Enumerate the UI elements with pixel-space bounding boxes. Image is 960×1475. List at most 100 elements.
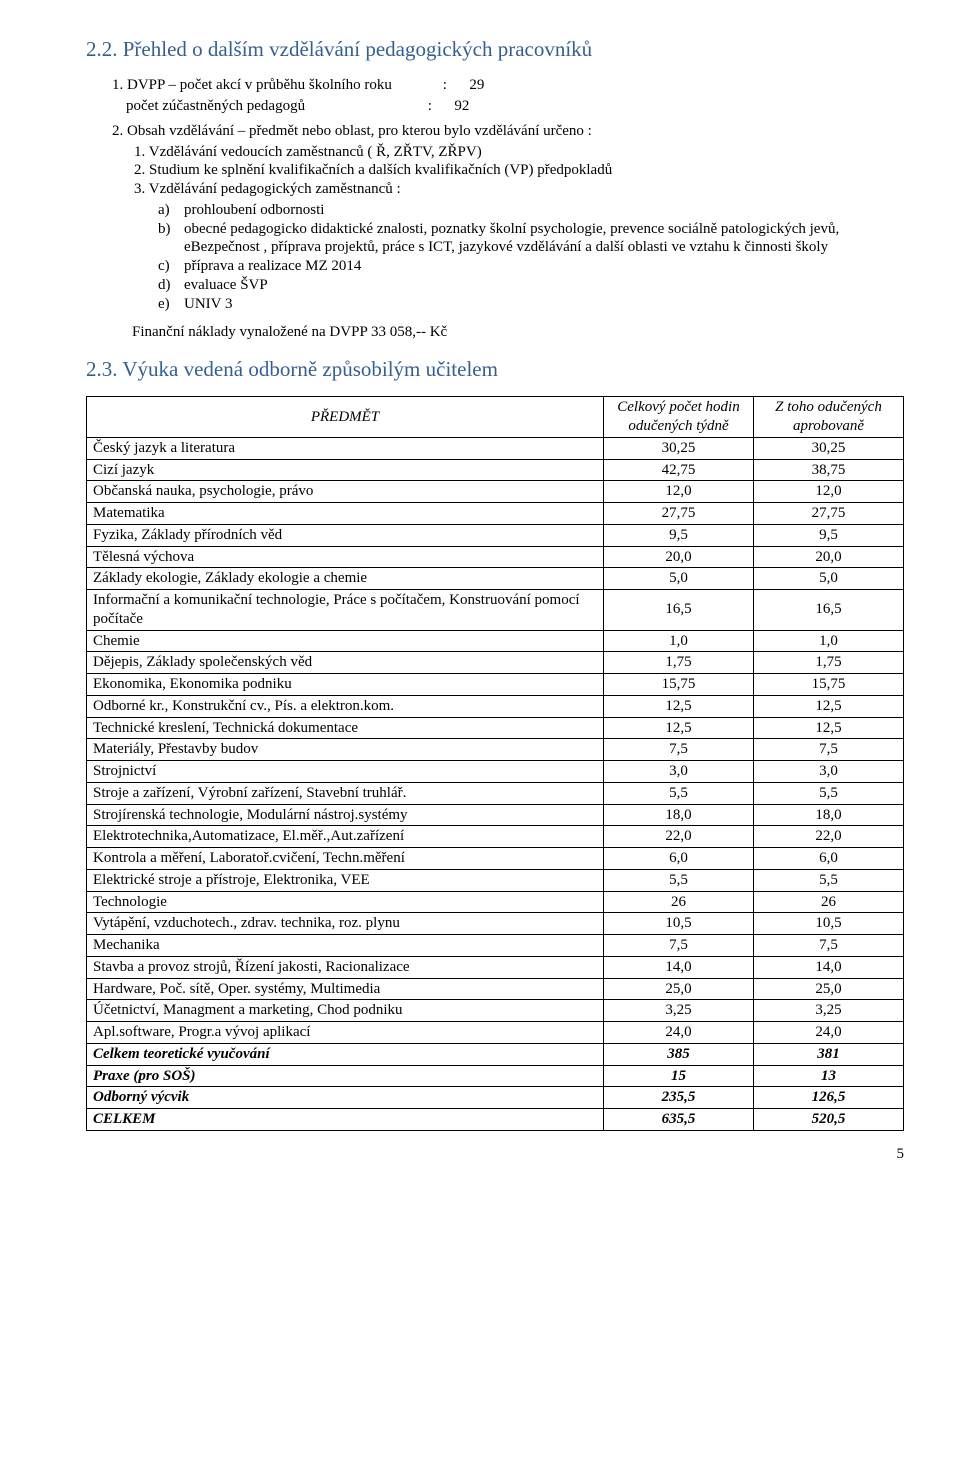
table-row: Cizí jazyk42,7538,75 [87,459,904,481]
cell-subject: Vytápění, vzduchotech., zdrav. technika,… [87,913,604,935]
cell-total: 5,0 [604,568,754,590]
cell-subject: Dějepis, Základy společenských věd [87,652,604,674]
letter-text: příprava a realizace MZ 2014 [184,257,361,276]
table-row: Strojnictví3,03,0 [87,761,904,783]
page-number: 5 [86,1145,904,1164]
sub-prefix: 1. [134,144,145,160]
cell-subject: Cizí jazyk [87,459,604,481]
item-prefix: 1. [112,77,123,93]
table-row: Fyzika, Základy přírodních věd9,59,5 [87,524,904,546]
cell-subject: Strojírenská technologie, Modulární nást… [87,804,604,826]
letter-item-b: b) obecné pedagogicko didaktické znalost… [158,220,904,258]
sub-prefix: 3. [134,181,145,197]
letter: b) [158,220,184,258]
table-row: Odborné kr., Konstrukční cv., Pís. a ele… [87,695,904,717]
cell-subject: Praxe (pro SOŠ) [87,1065,604,1087]
numbered-list: 1. DVPP – počet akcí v průběhu školního … [112,76,904,313]
cell-approved: 5,5 [754,782,904,804]
cell-approved: 14,0 [754,956,904,978]
col-approved: Z toho odučených aprobovaně [754,397,904,438]
sub-text: Vzdělávání pedagogických zaměstnanců : [149,181,401,197]
cell-total: 18,0 [604,804,754,826]
cell-approved: 3,0 [754,761,904,783]
cell-total: 1,0 [604,630,754,652]
cell-subject: Materiály, Přestavby budov [87,739,604,761]
cell-total: 16,5 [604,590,754,631]
cell-subject: Technologie [87,891,604,913]
cell-total: 5,5 [604,869,754,891]
cell-total: 235,5 [604,1087,754,1109]
table-row: Občanská nauka, psychologie, právo12,012… [87,481,904,503]
letter: e) [158,295,184,314]
cell-subject: Ekonomika, Ekonomika podniku [87,674,604,696]
cell-approved: 18,0 [754,804,904,826]
cell-subject: Základy ekologie, Základy ekologie a che… [87,568,604,590]
table-row: Účetnictví, Managment a marketing, Chod … [87,1000,904,1022]
cell-total: 9,5 [604,524,754,546]
cell-total: 30,25 [604,437,754,459]
list-item-2: 2. Obsah vzdělávání – předmět nebo oblas… [112,122,904,141]
sub-prefix: 2. [134,162,145,178]
cell-subject: Stroje a zařízení, Výrobní zařízení, Sta… [87,782,604,804]
sub-text: Vzdělávání vedoucích zaměstnanců ( Ř, ZŘ… [149,144,482,160]
cell-approved: 15,75 [754,674,904,696]
cell-subject: Mechanika [87,935,604,957]
letter-text: prohloubení odbornosti [184,201,324,220]
cell-subject: Tělesná výchova [87,546,604,568]
cell-total: 3,0 [604,761,754,783]
cell-approved: 16,5 [754,590,904,631]
table-row: Český jazyk a literatura30,2530,25 [87,437,904,459]
letter-text: obecné pedagogicko didaktické znalosti, … [184,220,904,258]
cell-approved: 1,0 [754,630,904,652]
item-label: DVPP – počet akcí v průběhu školního rok… [127,76,439,95]
cell-subject: Strojnictví [87,761,604,783]
financial-note: Finanční náklady vynaložené na DVPP 33 0… [132,323,904,342]
table-row: Matematika27,7527,75 [87,503,904,525]
cell-approved: 381 [754,1043,904,1065]
cell-total: 14,0 [604,956,754,978]
cell-subject: Odborné kr., Konstrukční cv., Pís. a ele… [87,695,604,717]
table-row: Hardware, Poč. sítě, Oper. systémy, Mult… [87,978,904,1000]
cell-total: 12,0 [604,481,754,503]
cell-subject: Chemie [87,630,604,652]
cell-approved: 3,25 [754,1000,904,1022]
cell-total: 12,5 [604,695,754,717]
cell-subject: Technické kreslení, Technická dokumentac… [87,717,604,739]
sub-text: Studium ke splnění kvalifikačních a dalš… [149,162,612,178]
letter-text: UNIV 3 [184,295,232,314]
cell-approved: 520,5 [754,1109,904,1131]
table-row: Stroje a zařízení, Výrobní zařízení, Sta… [87,782,904,804]
letter: a) [158,201,184,220]
cell-total: 20,0 [604,546,754,568]
cell-subject: Účetnictví, Managment a marketing, Chod … [87,1000,604,1022]
cell-total: 27,75 [604,503,754,525]
table-row: Materiály, Přestavby budov7,57,5 [87,739,904,761]
cell-total: 385 [604,1043,754,1065]
table-row: Tělesná výchova20,020,0 [87,546,904,568]
cell-total: 635,5 [604,1109,754,1131]
cell-approved: 126,5 [754,1087,904,1109]
table-header-row: PŘEDMĚT Celkový počet hodin odučených tý… [87,397,904,438]
table-row: Technologie2626 [87,891,904,913]
col-total: Celkový počet hodin odučených týdně [604,397,754,438]
cell-total: 7,5 [604,739,754,761]
cell-total: 5,5 [604,782,754,804]
cell-approved: 22,0 [754,826,904,848]
cell-total: 15,75 [604,674,754,696]
cell-subject: Stavba a provoz strojů, Řízení jakosti, … [87,956,604,978]
cell-subject: Elektrotechnika,Automatizace, El.měř.,Au… [87,826,604,848]
cell-approved: 20,0 [754,546,904,568]
cell-total: 22,0 [604,826,754,848]
item-value: 29 [469,77,484,93]
letter-list: a) prohloubení odbornosti b) obecné peda… [158,201,904,314]
table-row: Elektrické stroje a přístroje, Elektroni… [87,869,904,891]
colon: : [443,77,447,93]
table-row: Stavba a provoz strojů, Řízení jakosti, … [87,956,904,978]
letter-text: evaluace ŠVP [184,276,268,295]
cell-total: 24,0 [604,1022,754,1044]
cell-total: 42,75 [604,459,754,481]
section-heading-2-2: 2.2. Přehled o dalším vzdělávání pedagog… [86,36,904,62]
cell-approved: 1,75 [754,652,904,674]
cell-subject: Fyzika, Základy přírodních věd [87,524,604,546]
table-row: Dějepis, Základy společenských věd1,751,… [87,652,904,674]
